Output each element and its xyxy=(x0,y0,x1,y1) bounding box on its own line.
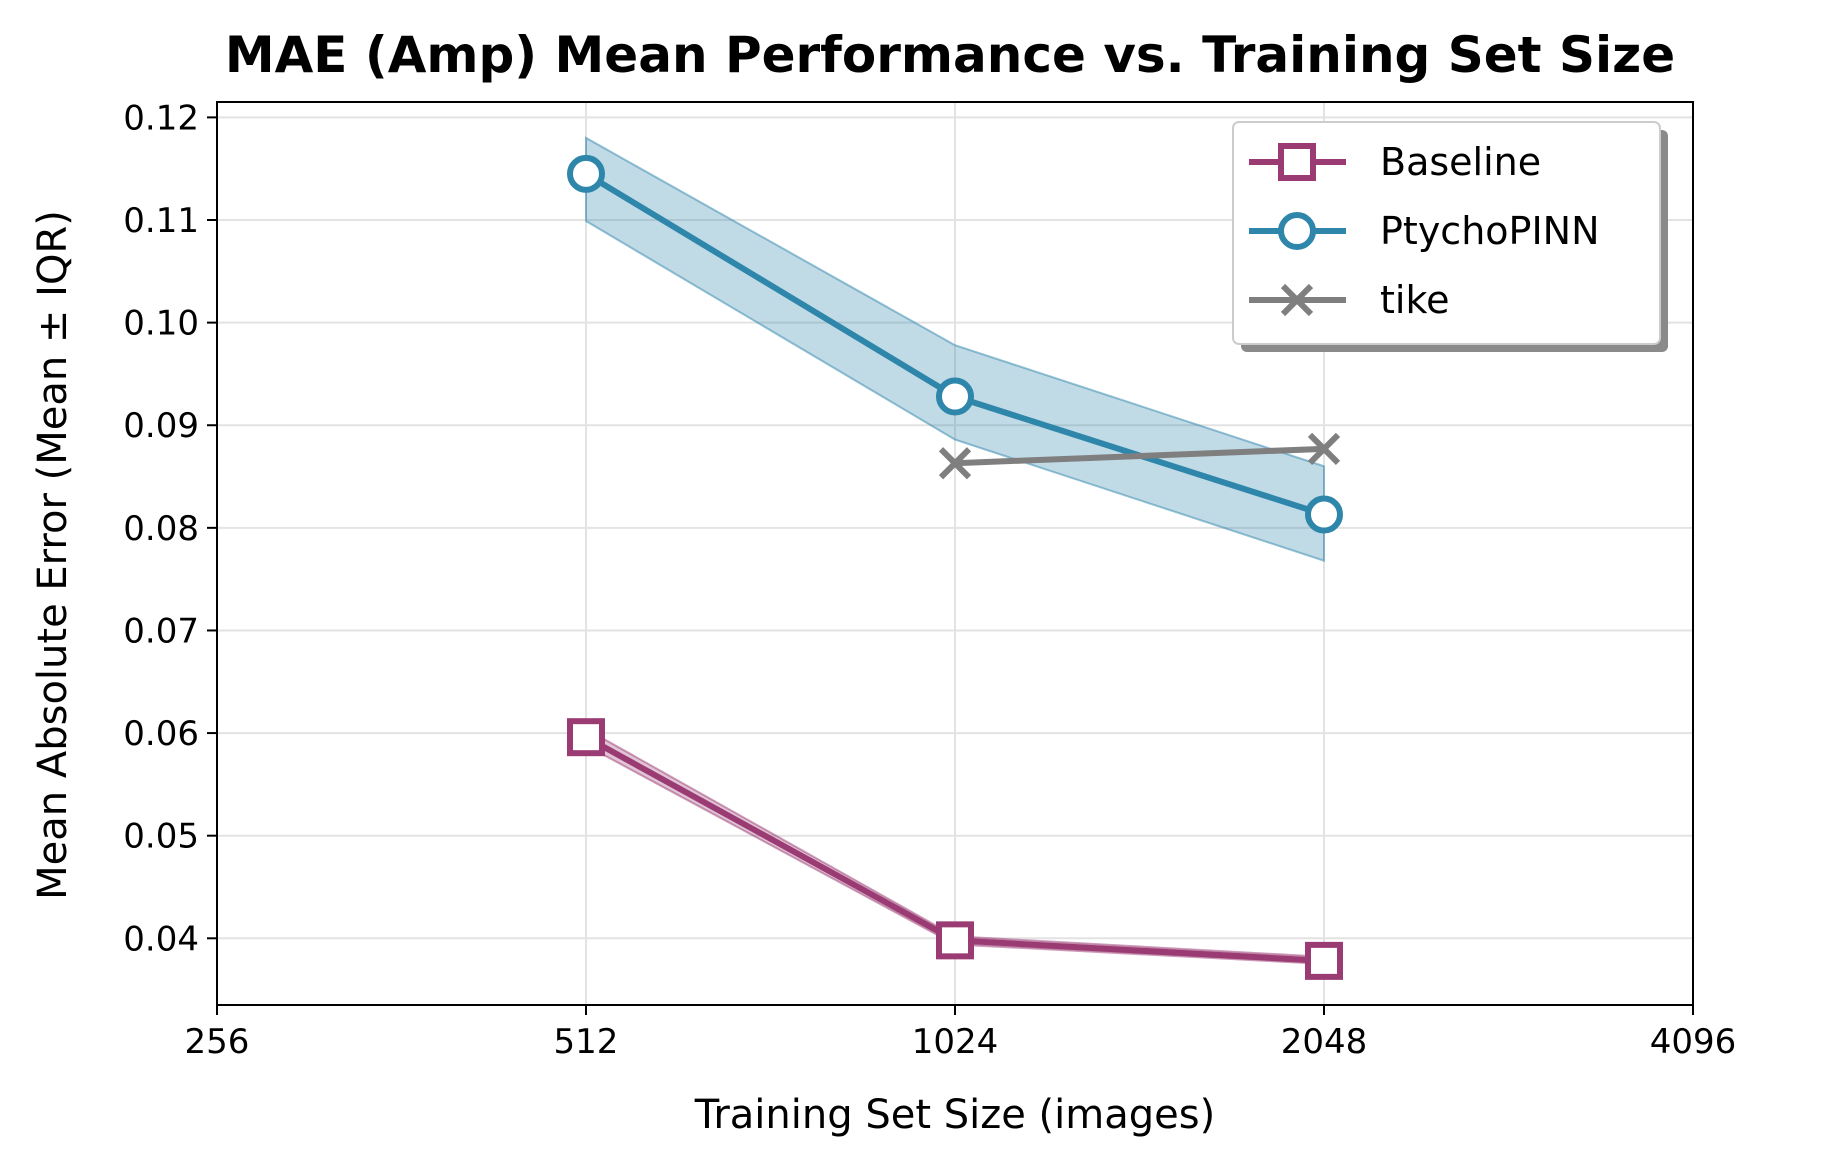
legend-label: tike xyxy=(1380,278,1450,322)
legend-label: Baseline xyxy=(1380,140,1541,184)
y-tick-label: 0.12 xyxy=(123,98,199,138)
data-point xyxy=(567,154,605,193)
y-tick-label: 0.08 xyxy=(123,509,199,549)
data-point xyxy=(936,921,974,960)
data-point xyxy=(936,377,974,416)
legend-marker xyxy=(1280,283,1314,317)
x-axis-ticks: 256 512 1024 2048 4096 xyxy=(185,1005,1737,1062)
legend: Baseline PtychoPINN tike xyxy=(1232,121,1668,352)
data-point xyxy=(1305,941,1343,980)
y-tick-label: 0.07 xyxy=(123,611,199,651)
x-axis-title: Training Set Size (images) xyxy=(694,1092,1215,1138)
legend-label: PtychoPINN xyxy=(1380,209,1600,253)
x-tick-label: 512 xyxy=(554,1022,619,1062)
y-axis-title: Mean Absolute Error (Mean ± IQR) xyxy=(30,210,76,900)
legend-marker xyxy=(1278,212,1316,250)
y-tick-label: 0.05 xyxy=(123,817,199,857)
y-tick-label: 0.10 xyxy=(123,304,199,344)
y-tick-label: 0.04 xyxy=(123,919,199,959)
y-tick-label: 0.06 xyxy=(123,714,199,754)
x-tick-label: 2048 xyxy=(1281,1022,1368,1062)
data-point xyxy=(938,447,972,480)
x-tick-label: 1024 xyxy=(912,1022,999,1062)
series-markers xyxy=(567,154,1343,980)
data-point xyxy=(567,718,605,757)
data-point xyxy=(1305,495,1343,534)
chart-title: MAE (Amp) Mean Performance vs. Training … xyxy=(225,26,1675,84)
y-axis-ticks: 0.04 0.05 0.06 0.07 0.08 0.09 0.10 0.11 0.12 xyxy=(123,98,217,959)
legend-marker xyxy=(1278,143,1316,181)
x-tick-label: 256 xyxy=(185,1022,250,1062)
data-point xyxy=(1307,432,1341,465)
y-tick-label: 0.11 xyxy=(123,201,199,241)
legend-box xyxy=(1232,121,1661,345)
y-tick-label: 0.09 xyxy=(123,406,199,446)
series-line-2 xyxy=(954,445,1325,467)
x-tick-label: 4096 xyxy=(1650,1022,1737,1062)
